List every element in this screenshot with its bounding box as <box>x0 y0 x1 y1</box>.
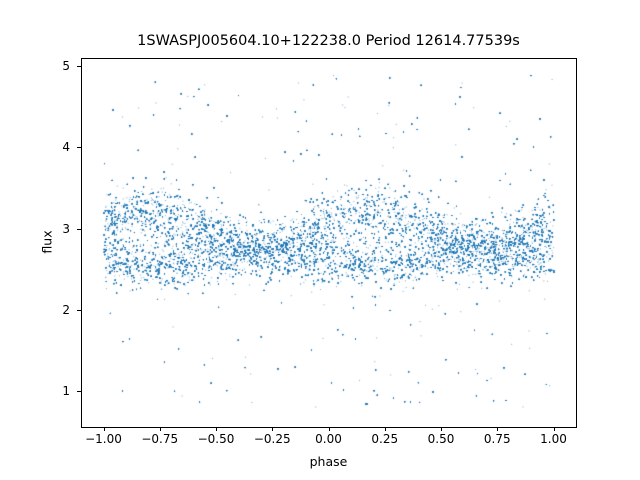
x-tick-mark <box>441 427 442 431</box>
chart-title: 1SWASPJ005604.10+122238.0 Period 12614.7… <box>137 33 520 49</box>
x-tick-mark <box>497 427 499 431</box>
x-tick-label: −0.50 <box>197 432 235 446</box>
x-tick-mark <box>216 427 217 431</box>
y-tick-mark <box>77 147 81 149</box>
x-tick-mark <box>384 427 386 431</box>
x-tick-label: 0.25 <box>371 432 399 446</box>
x-tick-mark <box>553 427 555 431</box>
x-tick-mark <box>328 427 330 431</box>
y-tick-mark <box>77 228 81 230</box>
x-tick-label: 0.75 <box>483 432 511 446</box>
y-tick-label: 4 <box>62 140 70 155</box>
x-tick-label: −1.00 <box>85 432 122 446</box>
y-axis-label: flux <box>39 230 55 254</box>
y-tick-mark <box>77 391 81 393</box>
y-tick-label: 1 <box>62 384 70 399</box>
x-tick-label: −0.25 <box>253 432 291 446</box>
y-tick-mark <box>77 309 81 311</box>
y-tick-mark <box>77 66 81 68</box>
x-tick-label: 1.00 <box>540 432 567 446</box>
x-tick-mark <box>103 427 105 431</box>
x-tick-label: 0.00 <box>315 432 342 446</box>
x-axis-label: phase <box>309 454 348 469</box>
scatter-points <box>82 59 575 426</box>
y-tick-label: 2 <box>62 302 70 317</box>
x-tick-label: −0.75 <box>141 432 179 446</box>
x-tick-mark <box>272 427 274 431</box>
x-tick-mark <box>159 427 161 431</box>
x-tick-label: 0.50 <box>427 432 455 446</box>
y-tick-label: 3 <box>62 221 70 236</box>
y-tick-label: 5 <box>62 59 70 74</box>
